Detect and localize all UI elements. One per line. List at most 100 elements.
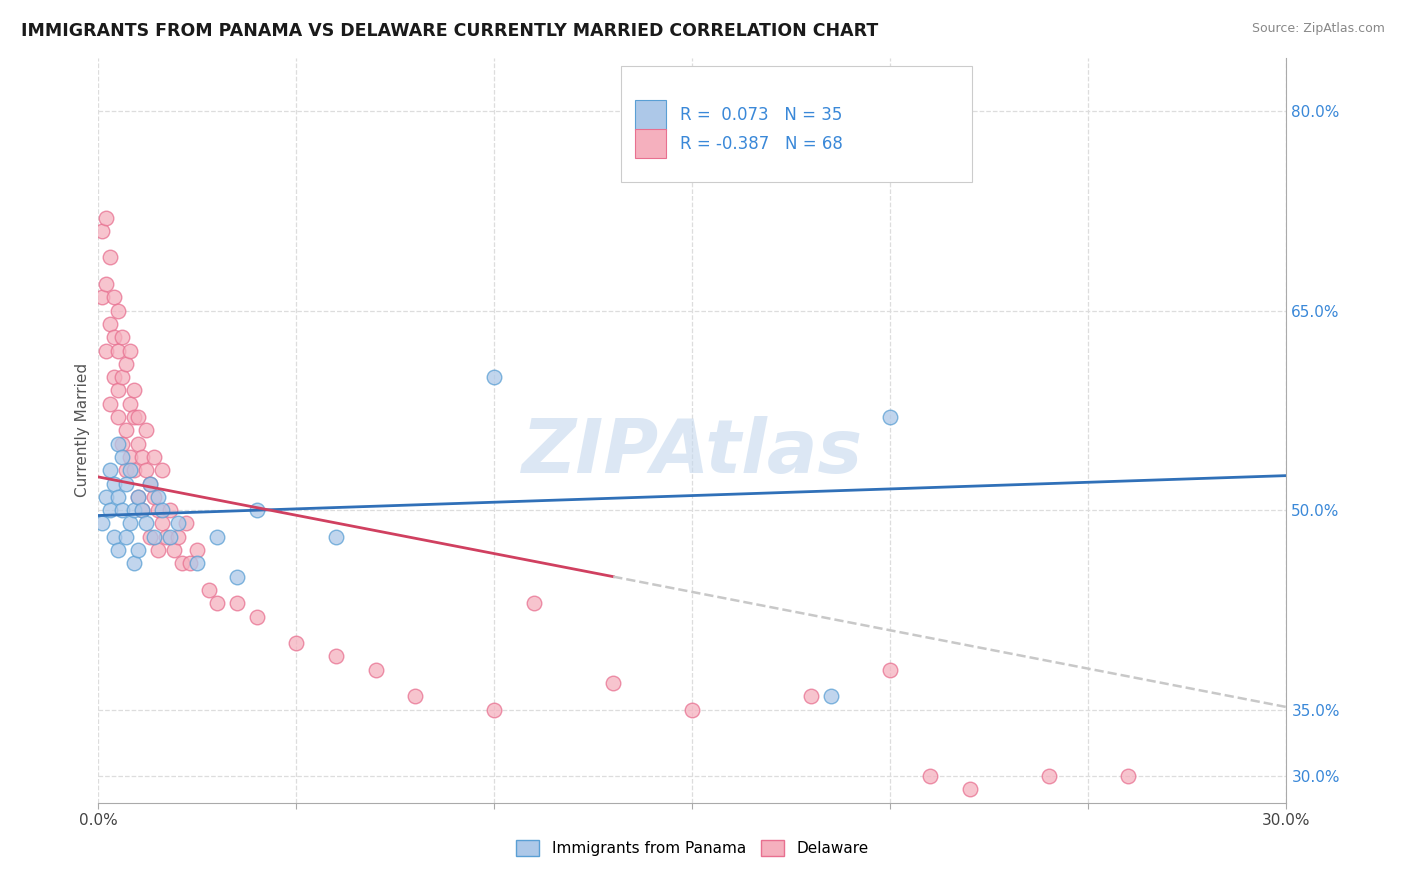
Point [98,397,121,411]
Point [122,557,145,571]
Point [523,596,546,610]
Point [98,463,121,477]
Point [115,530,138,544]
Point [150,503,173,517]
Point [170,557,193,571]
Point [111,370,134,384]
Point [959,782,981,797]
Point [91,224,114,238]
Point [115,357,138,371]
Point [186,543,208,558]
Point [107,384,129,398]
Point [142,490,165,504]
Point [127,436,149,450]
Text: ZIPAtlas: ZIPAtlas [522,417,863,489]
Point [96,277,118,291]
Point [103,476,125,491]
Point [879,663,901,677]
Point [139,476,162,491]
Point [111,436,134,450]
Point [179,557,201,571]
Point [484,370,506,384]
Point [800,690,823,704]
Point [205,530,228,544]
Point [120,463,142,477]
Point [120,343,142,358]
Point [122,503,145,517]
Point [142,450,165,464]
Point [139,530,162,544]
Point [98,251,121,265]
Point [150,516,173,531]
Point [107,410,129,425]
Point [122,384,145,398]
Point [120,397,142,411]
Point [1116,769,1139,783]
Point [96,343,118,358]
Point [146,490,169,504]
Point [115,423,138,437]
Point [111,450,134,464]
Point [103,530,125,544]
Point [139,476,162,491]
Point [285,636,308,650]
Point [155,530,177,544]
Point [127,410,149,425]
Point [166,516,188,531]
Text: IMMIGRANTS FROM PANAMA VS DELAWARE CURRENTLY MARRIED CORRELATION CHART: IMMIGRANTS FROM PANAMA VS DELAWARE CURRE… [21,22,879,40]
Point [205,596,228,610]
Point [111,330,134,344]
Point [107,343,129,358]
Point [103,330,125,344]
Point [131,450,153,464]
Point [135,516,157,531]
Point [159,503,181,517]
Point [879,410,901,425]
Point [404,690,426,704]
Point [127,490,149,504]
Text: Source: ZipAtlas.com: Source: ZipAtlas.com [1251,22,1385,36]
Point [115,463,138,477]
Point [91,516,114,531]
Point [107,490,129,504]
Point [131,503,153,517]
Point [146,543,169,558]
Point [103,370,125,384]
Point [96,211,118,225]
Point [325,530,347,544]
Point [120,516,142,531]
Point [122,410,145,425]
Point [127,490,149,504]
Point [91,290,114,304]
Y-axis label: Currently Married: Currently Married [75,363,90,498]
Point [135,423,157,437]
Point [246,503,269,517]
Point [135,463,157,477]
Point [98,503,121,517]
Legend: Immigrants from Panama, Delaware: Immigrants from Panama, Delaware [510,834,875,863]
Point [174,516,197,531]
Point [159,530,181,544]
Point [198,582,221,597]
Point [131,503,153,517]
Point [142,530,165,544]
Point [1038,769,1060,783]
Point [163,543,186,558]
Point [820,690,842,704]
Point [166,530,188,544]
Point [364,663,387,677]
Point [98,317,121,331]
Point [484,703,506,717]
Point [107,543,129,558]
Point [325,649,347,664]
Text: R = -0.387   N = 68: R = -0.387 N = 68 [681,135,844,153]
Point [127,543,149,558]
Point [226,596,249,610]
Point [146,503,169,517]
Point [920,769,942,783]
Text: R =  0.073   N = 35: R = 0.073 N = 35 [681,106,842,124]
Point [111,503,134,517]
Point [107,436,129,450]
Point [602,676,624,690]
Point [120,450,142,464]
